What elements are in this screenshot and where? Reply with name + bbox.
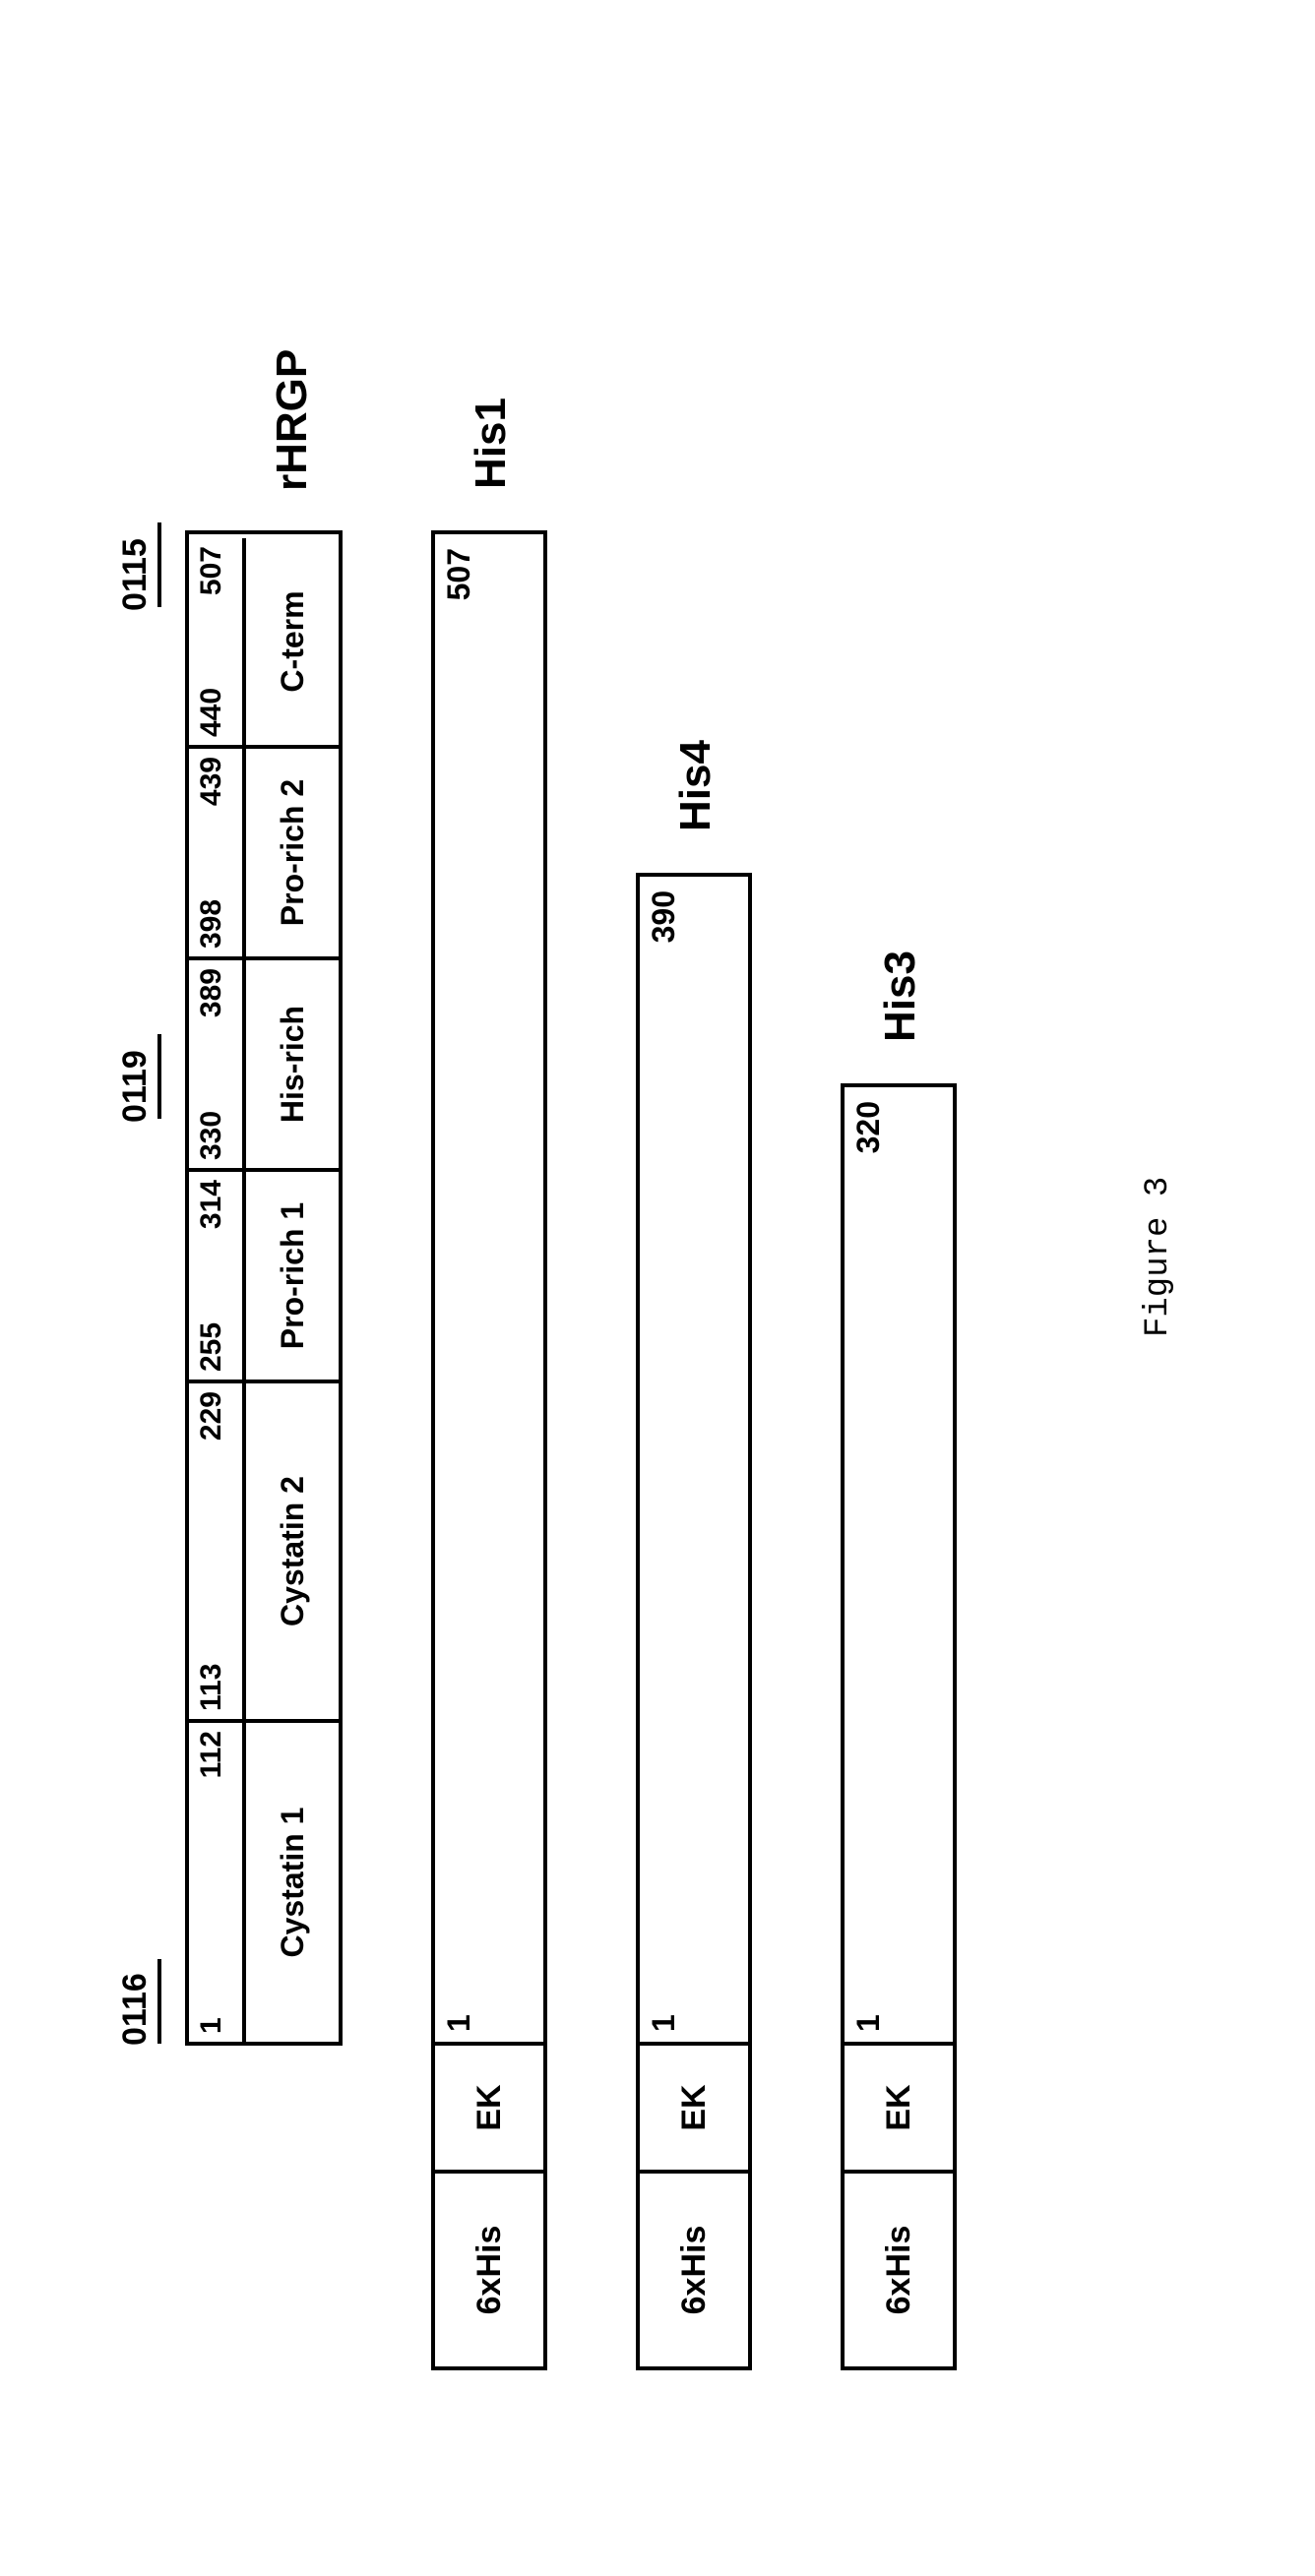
domain-c-term: 440 507 C-term xyxy=(189,538,339,745)
construct-his4-row: 6xHis EK 1 390 His4 xyxy=(636,206,752,2370)
figure-caption: Figure 3 xyxy=(1140,1177,1177,1337)
his3-main: 1 320 xyxy=(845,1087,953,2042)
domain-end: 112 xyxy=(195,1731,228,1778)
domain-start: 1 xyxy=(195,2017,228,2034)
domain-label: Pro-rich 1 xyxy=(246,1172,339,1380)
domain-start: 113 xyxy=(195,1664,228,1711)
marker-0119: 0119 xyxy=(116,1050,155,1123)
marker-0116: 0116 xyxy=(116,1973,155,2046)
domain-nums: 398 439 xyxy=(195,749,240,956)
marker-row: 0116 0119 0115 xyxy=(116,530,185,2046)
domain-label: Cystatin 1 xyxy=(246,1723,339,2042)
his1-start: 1 xyxy=(441,2014,477,2032)
domain-end: 439 xyxy=(195,757,228,806)
domain-label: C-term xyxy=(246,538,339,745)
domain-start: 255 xyxy=(195,1322,228,1372)
domain-end: 229 xyxy=(195,1391,228,1441)
domain-end: 314 xyxy=(195,1180,228,1229)
domain-start: 330 xyxy=(195,1111,228,1160)
his1-tag: 6xHis xyxy=(435,2170,543,2366)
domain-start: 398 xyxy=(195,899,228,949)
domain-nums: 113 229 xyxy=(195,1383,240,1719)
marker-0119-underline xyxy=(157,1034,161,1119)
construct-his3-bar: 6xHis EK 1 320 xyxy=(841,1083,957,2370)
construct-his1-row: 6xHis EK 1 507 His1 xyxy=(431,206,547,2370)
domain-nums: 330 389 xyxy=(195,960,240,1168)
domain-label: Cystatin 2 xyxy=(246,1383,339,1719)
his4-label: His4 xyxy=(671,740,720,831)
marker-0115: 0115 xyxy=(116,538,155,611)
his3-ek: EK xyxy=(845,2042,953,2170)
domain-nums: 440 507 xyxy=(195,538,240,745)
construct-his1-bar: 6xHis EK 1 507 xyxy=(431,530,547,2370)
domain-nums: 255 314 xyxy=(195,1172,240,1380)
rhrgp-label: rHRGP xyxy=(268,349,317,491)
domain-cystatin-1: 1 112 Cystatin 1 xyxy=(189,1719,339,2042)
his4-main: 1 390 xyxy=(640,877,748,2042)
his1-label: His1 xyxy=(467,398,516,489)
his4-end: 390 xyxy=(646,890,682,943)
domain-end: 389 xyxy=(195,968,228,1017)
his1-main: 1 507 xyxy=(435,534,543,2042)
domain-pro-rich-2: 398 439 Pro-rich 2 xyxy=(189,745,339,956)
domain-cystatin-2: 113 229 Cystatin 2 xyxy=(189,1380,339,1719)
domain-pro-rich-1: 255 314 Pro-rich 1 xyxy=(189,1168,339,1380)
marker-0115-underline xyxy=(157,522,161,607)
domain-his-rich: 330 389 His-rich xyxy=(189,956,339,1168)
his1-ek: EK xyxy=(435,2042,543,2170)
domain-nums: 1 112 xyxy=(195,1723,240,2042)
his3-end: 320 xyxy=(850,1101,887,1153)
domain-label: Pro-rich 2 xyxy=(246,749,339,956)
his4-tag: 6xHis xyxy=(640,2170,748,2366)
his3-tag: 6xHis xyxy=(845,2170,953,2366)
his1-end: 507 xyxy=(441,548,477,600)
his4-start: 1 xyxy=(646,2014,682,2032)
construct-his3-row: 6xHis EK 1 320 His3 xyxy=(841,206,957,2370)
his4-ek: EK xyxy=(640,2042,748,2170)
marker-0116-underline xyxy=(157,1959,161,2044)
domain-end: 507 xyxy=(195,546,228,595)
construct-his4-bar: 6xHis EK 1 390 xyxy=(636,873,752,2370)
domain-label: His-rich xyxy=(246,960,339,1168)
domain-start: 440 xyxy=(195,688,228,737)
rhrgp-domain-bar: 1 112 Cystatin 1 113 229 Cystatin 2 255 … xyxy=(185,530,343,2046)
his3-label: His3 xyxy=(876,951,925,1042)
diagram-canvas: 0116 0119 0115 1 112 Cystatin 1 113 229 xyxy=(116,206,1199,2370)
his3-start: 1 xyxy=(850,2014,887,2032)
